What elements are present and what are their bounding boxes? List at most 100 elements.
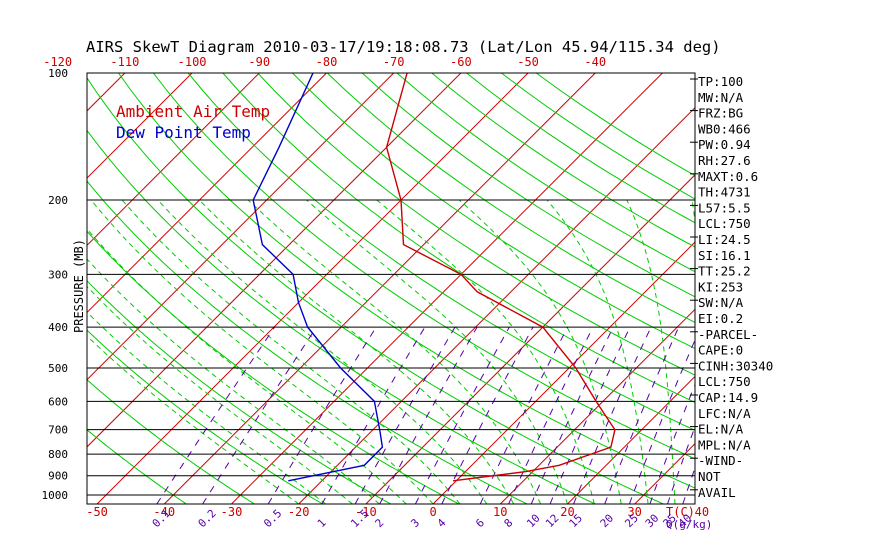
- top-temp-tick-label: -80: [316, 55, 338, 69]
- index-entry: MPL:N/A: [698, 437, 751, 452]
- dry-adiabat-line: [87, 180, 528, 504]
- dry-adiabat-line: [118, 73, 695, 489]
- top-temp-tick-label: -110: [110, 55, 139, 69]
- index-entry: LI:24.5: [698, 232, 751, 247]
- pressure-tick-label: 100: [48, 67, 68, 80]
- moist-adiabat-line: [87, 335, 300, 504]
- index-entry: -WIND-: [698, 453, 743, 468]
- moist-adiabat-line: [157, 199, 488, 504]
- mixing-ratio-line: [156, 326, 276, 504]
- index-entry: TT:25.2: [698, 264, 751, 279]
- pressure-tick-label: 300: [48, 268, 68, 281]
- moist-adiabat-line: [198, 199, 515, 504]
- mixing-ratio-label: 10: [524, 512, 543, 531]
- pressure-tick-label: 600: [48, 395, 68, 408]
- mixing-ratio-label: 20: [598, 512, 617, 531]
- bottom-temp-tick-label: 40: [695, 505, 709, 519]
- isotherm-line: [87, 73, 260, 246]
- moist-adiabat-line: [306, 199, 568, 504]
- isotherm-line: [87, 73, 193, 179]
- dry-adiabat-line: [501, 73, 695, 200]
- mixing-ratio-label: 12: [543, 512, 562, 531]
- dry-adiabat-line: [257, 73, 695, 376]
- indices-panel: TP:100MW:N/AFRZ:BGWB0:466PW:0.94RH:27.6M…: [690, 74, 773, 500]
- bottom-temp-tick-label: 20: [560, 505, 574, 519]
- top-temp-tick-label: -60: [450, 55, 472, 69]
- dry-adiabat-line: [396, 73, 695, 273]
- mixing-ratio-line: [508, 326, 594, 504]
- index-entry: SW:N/A: [698, 295, 744, 310]
- dry-adiabat-line: [87, 129, 596, 504]
- dry-adiabat-line: [152, 73, 695, 460]
- dry-adiabat-line: [361, 73, 695, 298]
- index-entry: PW:0.94: [698, 137, 751, 152]
- mixing-ratio-line: [549, 326, 631, 504]
- index-entry: EL:N/A: [698, 422, 744, 437]
- isotherm-line: [769, 73, 870, 504]
- mixing-ratio-line: [628, 338, 695, 504]
- pressure-tick-label: 800: [48, 448, 68, 461]
- bottom-temp-tick-label: 10: [493, 505, 507, 519]
- isotherm-line: [96, 73, 529, 504]
- top-temp-tick-label: -90: [248, 55, 270, 69]
- isotherm-line: [432, 241, 695, 504]
- pressure-tick-label: 200: [48, 194, 68, 207]
- mixing-ratio-line: [202, 326, 317, 504]
- isotherm-line: [298, 106, 695, 504]
- index-entry: NOT: [698, 469, 721, 484]
- mixing-ratio-line: [649, 383, 695, 504]
- mixing-ratio-line: [573, 326, 652, 504]
- top-temp-tick-label: -120: [43, 55, 72, 69]
- mixing-ratio-line: [530, 326, 614, 504]
- index-entry: TP:100: [698, 74, 743, 89]
- bottom-temp-tick-label: -40: [153, 505, 175, 519]
- index-entry: TH:4731: [698, 185, 751, 200]
- index-entry: SI:16.1: [698, 248, 751, 263]
- mixing-ratio-line: [479, 326, 569, 504]
- mixing-ratio-line: [267, 326, 377, 504]
- moist-adiabat-line: [90, 199, 434, 504]
- isotherm-line: [499, 308, 695, 504]
- legend-ambient: Ambient Air Temp: [116, 102, 270, 121]
- index-entry: MAXT:0.6: [698, 169, 758, 184]
- dry-adiabat-line: [87, 429, 187, 504]
- moist-adiabat-line: [121, 199, 461, 504]
- bottom-temp-tick-label: 0: [429, 505, 436, 519]
- index-entry: LCL:750: [698, 374, 751, 389]
- index-entry: EI:0.2: [698, 311, 743, 326]
- moist-adiabat-line: [458, 199, 622, 504]
- index-entry: KI:253: [698, 279, 743, 294]
- index-entry: LFC:N/A: [698, 406, 751, 421]
- mixing-ratio-label: 3: [408, 516, 422, 530]
- mixing-ratio-label: 0.5: [261, 507, 284, 530]
- index-entry: CAPE:0: [698, 343, 743, 358]
- dry-adiabat-line: [222, 73, 695, 403]
- series-layer: [252, 73, 616, 482]
- plot-frame: [86, 72, 696, 505]
- dew-point-line: [252, 73, 384, 482]
- moist-adiabat-line: [87, 258, 380, 504]
- isotherm-line: [87, 73, 126, 112]
- isotherm-line: [87, 73, 327, 314]
- top-temp-tick-label: -100: [178, 55, 207, 69]
- dry-adiabat-line: [292, 73, 695, 350]
- bottom-temp-tick-label: -20: [288, 505, 310, 519]
- dry-adiabat-line: [87, 329, 323, 504]
- isotherm-line: [0, 73, 58, 504]
- isotherm-line: [634, 442, 695, 504]
- index-entry: L57:5.5: [698, 200, 751, 215]
- moist-adiabat-line: [247, 199, 542, 504]
- index-entry: RH:27.6: [698, 153, 751, 168]
- index-entry: WB0:466: [698, 121, 751, 136]
- moist-adiabat-line: [626, 199, 676, 504]
- mixing-ratio-line: [667, 425, 695, 504]
- dry-adiabat-line: [326, 73, 695, 323]
- bottom-temp-tick-label: -30: [221, 505, 243, 519]
- temp-unit-label: T(C): [666, 505, 695, 519]
- top-temp-tick-label: -40: [584, 55, 606, 69]
- pressure-tick-label: 500: [48, 362, 68, 375]
- moist-adiabat-line: [87, 228, 407, 504]
- dry-adiabat-line: [87, 379, 255, 504]
- index-entry: FRZ:BG: [698, 106, 743, 121]
